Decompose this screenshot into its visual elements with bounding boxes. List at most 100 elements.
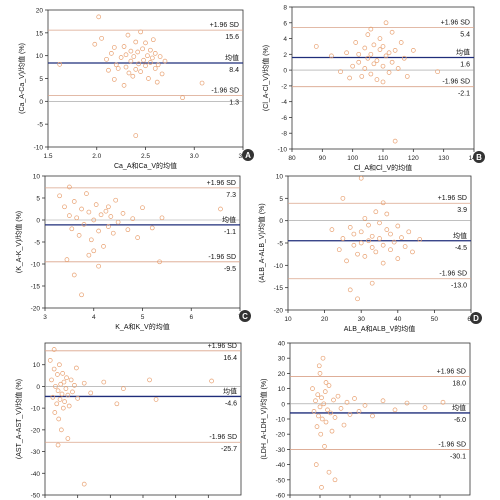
data-point: [86, 209, 92, 215]
data-point: [366, 238, 371, 244]
x-tick-label: 4: [92, 314, 96, 321]
data-point: [136, 61, 142, 67]
data-point: [118, 55, 124, 60]
lower-value-label: -30.1: [450, 454, 466, 461]
mean-value-label: 1.6: [460, 61, 470, 68]
data-point: [435, 69, 440, 75]
data-point: [380, 63, 386, 69]
y-axis-label: (ALB_A-ALB_V)/均值 (%): [257, 203, 266, 282]
data-point: [319, 416, 325, 422]
data-point: [319, 395, 324, 401]
x-tick-label: 90: [319, 155, 327, 162]
data-point: [91, 217, 97, 223]
data-point: [368, 26, 374, 32]
y-tick-label: 10: [33, 362, 41, 369]
mean-label: 均值: [223, 386, 237, 395]
x-tick-label: 10: [284, 316, 292, 323]
data-point: [371, 42, 377, 48]
x-tick-label: 110: [378, 155, 389, 162]
data-point: [338, 406, 344, 411]
data-point: [149, 55, 155, 61]
panel-2: -10-8-6-4-2024688090100110120130140+1.96…: [261, 5, 485, 172]
data-point: [332, 477, 338, 483]
lower-label: -1.96 SD: [439, 271, 467, 278]
data-point: [351, 242, 357, 248]
data-point: [350, 63, 356, 69]
x-axis-label: Cl_A和Cl_V的均值: [354, 163, 412, 172]
mean-value-label: -6.0: [454, 417, 466, 424]
data-point: [347, 412, 353, 417]
mean-value-label: -4.5: [455, 245, 467, 252]
y-axis-label: (Ca_A-Ca_V)/均值 (%): [17, 43, 26, 114]
data-point: [131, 54, 137, 59]
data-point: [74, 365, 79, 371]
data-point: [392, 138, 398, 144]
data-point: [352, 396, 357, 401]
data-point: [121, 82, 127, 88]
data-point: [126, 70, 132, 76]
data-point: [358, 229, 364, 235]
data-point: [162, 58, 168, 64]
data-point: [369, 280, 375, 286]
data-point: [392, 407, 398, 413]
data-point: [115, 219, 121, 225]
data-point: [56, 416, 62, 422]
data-point: [318, 431, 324, 437]
upper-value-label: 18.0: [452, 380, 466, 387]
data-point: [365, 55, 371, 61]
data-point: [120, 211, 126, 216]
data-point: [355, 296, 360, 302]
data-point: [322, 389, 328, 394]
data-point: [331, 397, 336, 403]
data-point: [101, 379, 107, 385]
data-point: [340, 195, 346, 201]
data-point: [146, 76, 151, 81]
data-point: [377, 36, 383, 41]
data-point: [157, 259, 162, 265]
data-point: [128, 48, 134, 54]
data-point: [377, 47, 383, 52]
data-point: [317, 371, 323, 376]
data-point: [323, 419, 329, 425]
lower-value-label: -9.5: [224, 266, 236, 273]
upper-label: +1.96 SD: [441, 20, 470, 27]
lower-label: -1.96 SD: [209, 434, 237, 441]
x-tick-label: 1.5: [43, 153, 52, 160]
y-tick-label: -15: [274, 285, 284, 292]
y-tick-label: -6: [281, 115, 287, 122]
data-point: [380, 242, 386, 248]
data-point: [76, 233, 82, 238]
upper-label: +1.96 SD: [207, 180, 236, 187]
data-point: [88, 237, 94, 243]
data-point: [380, 260, 386, 266]
data-point: [96, 14, 102, 20]
data-point: [389, 59, 395, 65]
data-point: [314, 424, 320, 429]
data-point: [104, 56, 109, 62]
data-point: [145, 53, 150, 59]
x-tick-label: 30: [358, 316, 366, 323]
y-tick-label: -15: [31, 284, 41, 291]
data-point: [64, 257, 70, 262]
data-point: [380, 79, 386, 85]
data-point: [125, 227, 131, 233]
data-point: [315, 392, 321, 398]
data-point: [115, 66, 121, 71]
data-point: [358, 175, 364, 181]
data-point: [143, 63, 148, 69]
data-point: [384, 227, 390, 232]
data-point: [91, 248, 97, 254]
data-point: [370, 413, 375, 419]
y-tick-label: -10: [276, 417, 286, 424]
data-point: [81, 481, 87, 487]
data-point: [106, 204, 111, 210]
data-point: [92, 41, 98, 47]
data-point: [52, 410, 58, 415]
data-point: [64, 375, 69, 381]
y-tick-label: -5: [34, 240, 40, 247]
data-point: [51, 347, 57, 352]
data-point: [356, 409, 362, 414]
lower-label: -1.96 SD: [211, 87, 239, 94]
lower-value-label: -13.0: [451, 283, 467, 290]
data-point: [388, 231, 393, 237]
